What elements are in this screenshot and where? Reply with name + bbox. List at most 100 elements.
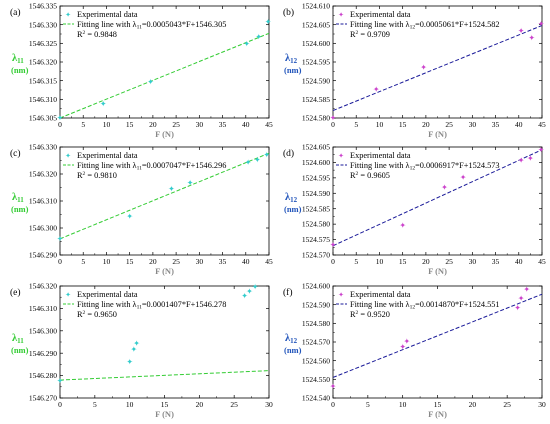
legend-marker-label: Experimental data: [350, 290, 411, 299]
panel-label: (d): [283, 148, 294, 159]
x-tick-label: 20: [149, 257, 157, 266]
panel-label: (b): [283, 7, 294, 18]
data-point: ✦: [330, 241, 337, 250]
x-tick-label: 40: [242, 257, 250, 266]
x-tick-label: 0: [58, 400, 62, 409]
x-tick-label: 45: [265, 120, 273, 129]
x-axis-label: F (N): [155, 266, 174, 276]
x-tick-label: 0: [331, 257, 335, 266]
data-point: ✦: [57, 113, 64, 122]
x-tick-label: 5: [81, 120, 85, 129]
data-point: ✦: [330, 114, 337, 123]
legend-marker-label: Experimental data: [350, 151, 411, 160]
y-tick-label: 1524.580: [302, 319, 330, 328]
x-tick-label: 40: [242, 120, 250, 129]
x-tick-label: 10: [103, 257, 111, 266]
legend-fit-prefix: Fitting line with λ: [77, 300, 137, 309]
legend-r2: R2 = 0.9650: [77, 310, 117, 319]
legend-fit-suffix: =0.0014870*F+1524.551: [415, 300, 500, 309]
data-point: ✦: [255, 33, 262, 42]
x-tick-label: 0: [331, 400, 335, 409]
legend-fit-sub: 11: [137, 305, 143, 311]
r2-suffix: = 0.9650: [85, 310, 117, 319]
x-tick-label: 5: [366, 400, 370, 409]
x-tick-label: 40: [515, 257, 523, 266]
y-tick-label: 1524.610: [302, 2, 330, 11]
legend-fit-label: Fitting line with λ11=0.0005043*F+1546.3…: [77, 20, 226, 31]
x-tick-label: 30: [196, 120, 204, 129]
y-tick-label: 1546.330: [29, 20, 57, 29]
y-tick-label: 1524.595: [302, 58, 330, 67]
x-tick-label: 10: [126, 400, 134, 409]
data-point: ✦: [130, 345, 137, 354]
x-tick-label: 0: [331, 120, 335, 129]
y-tick-label: 1524.580: [302, 220, 330, 229]
data-point: ✦: [246, 287, 253, 296]
legend-marker-label: Experimental data: [77, 290, 138, 299]
y-tick-label: 1524.540: [302, 394, 330, 403]
data-point: ✦: [168, 184, 175, 193]
x-tick-label: 15: [434, 400, 442, 409]
legend-fit-label: Fitting line with λ12=0.0014870*F+1524.5…: [350, 300, 500, 311]
y-axis-label: λ12: [285, 192, 298, 204]
legend-fit-sub: 11: [137, 25, 143, 31]
y-tick-label: 1524.580: [302, 114, 330, 123]
fit-line: [60, 370, 269, 381]
data-point: ✦: [420, 63, 427, 72]
data-point: ✦: [460, 173, 467, 182]
data-point: ✦: [265, 18, 272, 27]
x-tick-label: 5: [354, 120, 358, 129]
fit-line: [60, 152, 269, 240]
x-tick-label: 35: [219, 120, 227, 129]
data-point: ✦: [528, 34, 535, 43]
y-label-sub: 12: [290, 196, 298, 204]
y-label-main: λ: [285, 53, 291, 64]
x-tick-label: 25: [230, 400, 238, 409]
panel-d: 0 5 10 15 20 25 30 35 40 45 1524.570 1524.575 1524.5…: [283, 143, 546, 276]
data-point: ✦: [126, 212, 133, 221]
plot-frame: [332, 146, 543, 256]
legend-fit-prefix: Fitting line with λ: [350, 20, 410, 29]
panel-a: 0 5 10 15 20 25 30 35 40 45 1546.305 1546.310 1546.3…: [10, 2, 273, 139]
legend-fit-suffix: =0.0005061*F+1524.582: [415, 20, 500, 29]
x-tick-label: 5: [81, 257, 85, 266]
plot-frame: [59, 146, 270, 256]
y-tick-label: 1546.310: [29, 304, 57, 313]
x-tick-label: 40: [515, 120, 523, 129]
r2-prefix: R: [77, 310, 83, 319]
x-tick-label: 20: [422, 120, 430, 129]
legend-r2: R2 = 0.9810: [77, 171, 117, 180]
legend-fit-sub: 12: [410, 166, 416, 172]
x-tick-label: 45: [265, 257, 273, 266]
y-tick-label: 1524.590: [302, 189, 330, 198]
r2-suffix: = 0.9848: [85, 30, 117, 39]
plot-frame: [332, 285, 543, 399]
y-tick-label: 1524.600: [302, 39, 330, 48]
legend-marker: ✦: [65, 291, 71, 299]
legend-fit-prefix: Fitting line with λ: [77, 20, 137, 29]
y-tick-label: 1524.575: [302, 235, 330, 244]
data-point: ✦: [133, 339, 140, 348]
r2-sup: 2: [83, 310, 86, 316]
data-point: ✦: [514, 303, 521, 312]
y-label-sub: 11: [17, 196, 24, 204]
legend-fit-sub: 12: [410, 305, 416, 311]
legend-marker-label: Experimental data: [77, 10, 138, 19]
data-point: ✦: [100, 99, 107, 108]
data-point: ✦: [518, 294, 525, 303]
data-point: ✦: [241, 291, 248, 300]
x-tick-label: 10: [376, 120, 384, 129]
legend-marker: ✦: [338, 291, 344, 299]
y-tick-label: 1524.570: [302, 251, 330, 260]
y-tick-label: 1546.305: [29, 114, 57, 123]
x-axis-label: F (N): [155, 129, 174, 139]
y-tick-label: 1546.330: [29, 143, 57, 152]
x-tick-label: 25: [503, 400, 511, 409]
y-tick-label: 1546.320: [29, 58, 57, 67]
y-tick-label: 1524.560: [302, 356, 330, 365]
x-tick-label: 15: [161, 400, 169, 409]
y-tick-label: 1546.270: [29, 394, 57, 403]
y-tick-label: 1524.590: [302, 300, 330, 309]
legend-marker: ✦: [338, 11, 344, 19]
